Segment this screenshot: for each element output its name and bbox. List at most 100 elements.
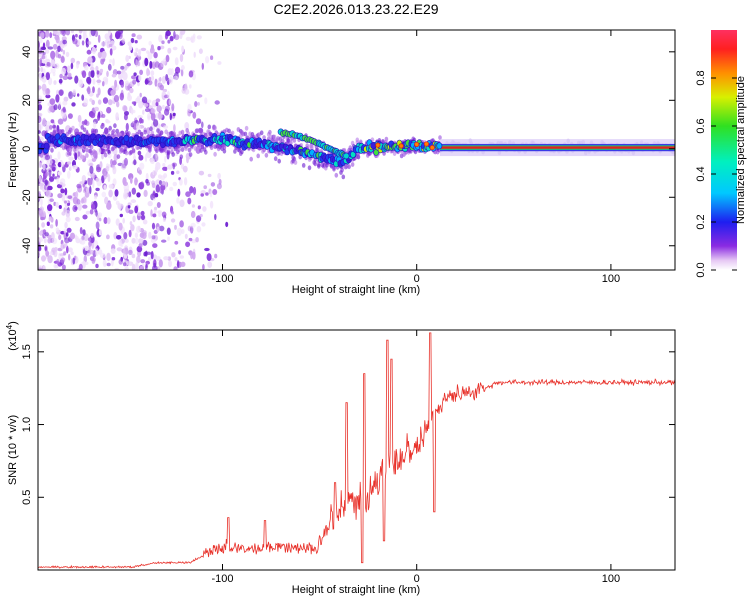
spectrogram-noise-dot (192, 111, 197, 119)
spectrogram-noise-dot (77, 151, 81, 157)
spectrogram-noise-dot (102, 97, 109, 104)
spectrogram-noise-dot (38, 85, 42, 90)
spectrogram-noise-dot (68, 91, 73, 100)
spectrogram-noise-dot (52, 166, 56, 172)
spectrogram-noise-dot (86, 211, 90, 215)
spectrogram-noise-dot (124, 238, 129, 243)
spectrogram-noise-dot (57, 53, 62, 59)
spectrogram-noise-dot (172, 163, 176, 170)
spectrogram-noise-dot (99, 252, 106, 259)
spectrogram-halo-dot (262, 135, 266, 141)
spectrogram-noise-dot (149, 60, 153, 69)
spectrogram-noise-dot (67, 72, 72, 78)
spectrogram-noise-dot (145, 178, 149, 184)
spectrogram-noise-dot (158, 180, 163, 186)
spectrogram-noise-dot (98, 111, 101, 119)
spectrogram-noise-dot (69, 165, 72, 171)
spectrogram-noise-dot (55, 36, 60, 44)
spectrogram-noise-dot (89, 209, 94, 215)
spectrogram-noise-dot (38, 54, 43, 58)
spectrogram-noise-dot (64, 187, 68, 196)
spectrogram-noise-dot (90, 201, 95, 210)
spectrogram-noise-dot (196, 35, 202, 40)
spectrogram-noise-dot (81, 120, 85, 125)
spectrogram-noise-dot (72, 164, 78, 170)
spectrogram-noise-dot (53, 104, 58, 111)
spectrogram-noise-dot (130, 199, 137, 204)
spectrogram-noise-dot (146, 68, 150, 77)
spectrogram-peak-blob (423, 141, 430, 147)
spectrogram-noise-dot (38, 104, 43, 111)
spectrogram-ylabel: Frequency (Hz) (7, 112, 19, 188)
spectrogram-noise-dot (41, 76, 47, 83)
spectrogram-noise-dot (61, 211, 66, 216)
spectrogram-noise-dot (67, 195, 73, 199)
spectrogram-noise-dot (162, 166, 167, 171)
spectrogram-noise-dot (82, 204, 88, 209)
spectrogram-noise-dot (56, 176, 60, 184)
spectrogram-noise-dot (45, 124, 51, 132)
spectrogram-noise-dot (176, 260, 180, 269)
spectrogram-noise-dot (179, 199, 185, 208)
spectrogram-halo-dot (85, 153, 89, 158)
spectrogram-noise-dot (167, 68, 173, 76)
spectrogram-noise-dot (122, 71, 128, 81)
spectrogram-noise-dot (155, 154, 159, 162)
spectrogram-noise-dot (86, 41, 92, 45)
spectrogram-noise-dot (143, 251, 147, 257)
spectrogram-noise-dot (83, 30, 86, 40)
spectrogram-halo-dot (289, 140, 293, 146)
spectrogram-noise-dot (168, 98, 172, 106)
spectrogram-noise-dot (88, 162, 94, 167)
spectrogram-peak-blob (414, 141, 420, 148)
spectrogram-noise-dot (115, 112, 119, 121)
spectrogram-noise-dot (72, 91, 76, 96)
spectrogram-noise-dot (52, 43, 58, 50)
spectrogram-noise-dot (40, 198, 43, 207)
spectrogram-noise-dot (117, 202, 121, 210)
spectrogram-halo-dot (268, 129, 272, 135)
spectrogram-noise-dot (44, 49, 50, 54)
spectrogram-noise-dot (107, 63, 112, 71)
spectrogram-halo-dot (207, 124, 212, 130)
spectrogram-noise-dot (102, 259, 107, 268)
spectrogram-noise-dot (131, 187, 136, 195)
spectrogram-noise-dot (107, 99, 113, 106)
spectrogram-noise-dot (191, 204, 195, 208)
spectrogram-noise-dot (120, 81, 125, 88)
spectrogram-noise-dot (95, 263, 99, 269)
spectrogram-noise-dot (96, 166, 102, 173)
spectrogram-noise-dot (130, 224, 135, 232)
spectrogram-noise-dot (74, 75, 79, 84)
snr-xlabel: Height of straight line (km) (292, 584, 420, 596)
spectrogram-noise-dot (123, 232, 128, 240)
spectrogram-ytick-label: 0 (21, 146, 33, 152)
spectrogram-ytick-label: 40 (21, 46, 33, 58)
spectrogram-noise-dot (112, 58, 115, 66)
spectrogram-noise-dot (66, 227, 72, 233)
spectrogram-noise-dot (108, 189, 113, 198)
spectrogram-noise-dot (48, 169, 52, 178)
spectrogram-noise-dot (167, 90, 170, 99)
spectrogram-xtick-label: -100 (211, 273, 233, 285)
spectrogram-noise-dot (154, 206, 158, 211)
spectrogram-halo-dot (50, 147, 54, 153)
spectrogram-noise-dot (164, 180, 168, 189)
spectrogram-noise-dot (80, 198, 84, 204)
spectrogram-noise-dot (84, 119, 88, 126)
spectrogram-noise-dot (57, 161, 62, 168)
spectrogram-noise-dot (97, 51, 103, 58)
spectrogram-noise-dot (135, 59, 138, 68)
spectrogram-noise-dot (139, 69, 144, 76)
spectrogram-halo-dot (124, 150, 129, 156)
colorbar-gradient (711, 30, 737, 270)
spectrogram-noise-dot (186, 156, 189, 164)
spectrogram-noise-dot (67, 113, 73, 119)
spectrogram-noise-dot (51, 232, 55, 241)
spectrogram-noise-dot (161, 91, 166, 96)
spectrogram-halo-dot (350, 162, 355, 167)
spectrogram-noise-dot (49, 176, 55, 182)
spectrogram-noise-dot (123, 105, 128, 112)
spectrogram-noise-dot (136, 125, 141, 129)
spectrogram-noise-dot (119, 92, 125, 101)
